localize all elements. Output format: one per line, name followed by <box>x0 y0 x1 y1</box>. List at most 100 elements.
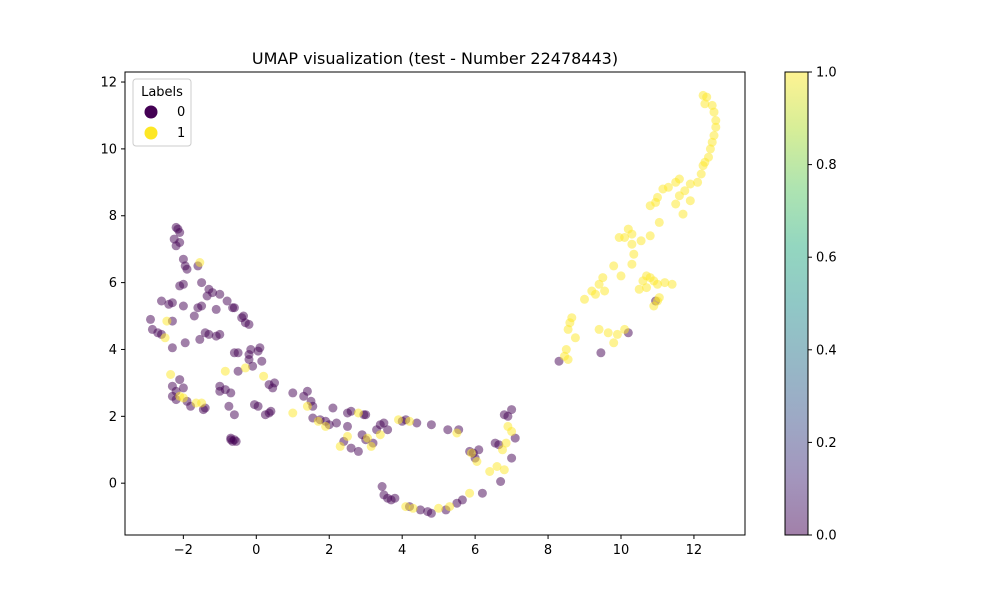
point-label-0-113 <box>377 482 387 491</box>
point-label-0-94 <box>346 406 356 416</box>
point-label-0-41 <box>195 334 205 344</box>
point-label-1-83 <box>313 416 323 426</box>
point-label-1-49 <box>570 333 580 343</box>
point-label-1-72 <box>166 370 176 379</box>
legend: Labels 0 1 <box>132 78 192 147</box>
point-label-1-38 <box>616 271 626 281</box>
point-label-1-36 <box>629 249 639 259</box>
y-tick-label: 4 <box>109 343 117 358</box>
point-label-1-85 <box>343 431 352 441</box>
point-label-0-108 <box>379 418 389 428</box>
point-label-0-43 <box>215 329 225 339</box>
x-tick-label: 8 <box>544 543 552 558</box>
colorbar-tick-label: 0.0 <box>816 529 837 544</box>
point-label-0-52 <box>233 366 243 376</box>
x-tick-label: 4 <box>398 543 406 558</box>
point-label-1-39 <box>609 261 619 271</box>
point-label-1-33 <box>623 224 633 234</box>
point-label-0-5 <box>171 241 181 251</box>
y-tick-label: 0 <box>109 477 117 492</box>
point-label-1-62 <box>660 278 670 288</box>
x-axis: −2 0 2 4 6 8 10 12 <box>174 535 702 558</box>
point-label-1-30 <box>636 236 646 246</box>
point-label-0-23 <box>164 299 174 309</box>
point-label-0-32 <box>146 314 155 324</box>
point-label-1-74 <box>178 393 188 403</box>
point-label-0-8 <box>180 261 190 271</box>
point-label-0-21 <box>178 301 188 311</box>
y-tick-label: 8 <box>109 209 117 224</box>
x-tick-label: −2 <box>174 543 193 558</box>
point-label-1-105 <box>501 438 511 448</box>
point-label-0-129 <box>474 445 484 455</box>
point-label-0-77 <box>270 378 279 388</box>
point-label-1-13 <box>696 169 706 179</box>
point-label-1-50 <box>594 324 604 334</box>
point-label-0-85 <box>302 386 312 396</box>
point-label-1-4 <box>709 107 719 117</box>
point-label-0-141 <box>596 348 606 358</box>
point-label-1-66 <box>653 296 662 306</box>
point-label-1-96 <box>445 502 455 512</box>
legend-label-0: 0 <box>177 105 185 120</box>
point-label-0-55 <box>175 375 185 385</box>
point-label-0-15 <box>222 296 232 306</box>
point-label-1-61 <box>653 279 662 289</box>
point-label-1-28 <box>654 217 664 227</box>
point-label-1-88 <box>363 433 372 443</box>
point-label-0-136 <box>503 411 513 421</box>
point-label-1-29 <box>645 231 655 241</box>
point-label-1-57 <box>563 355 573 364</box>
y-tick-label: 2 <box>109 410 117 425</box>
point-label-0-131 <box>477 488 487 498</box>
x-tick-label: 6 <box>471 543 479 558</box>
point-label-1-71 <box>160 333 170 343</box>
point-label-0-139 <box>510 433 520 443</box>
point-label-1-25 <box>658 184 668 194</box>
point-label-1-52 <box>612 329 622 339</box>
point-label-1-15 <box>685 179 695 189</box>
point-label-1-40 <box>598 273 608 283</box>
point-label-0-45 <box>233 348 243 358</box>
point-label-1-51 <box>603 328 613 338</box>
point-label-0-53 <box>248 361 258 371</box>
point-label-1-45 <box>580 294 589 304</box>
point-label-1-41 <box>594 279 604 289</box>
point-label-0-51 <box>257 356 267 366</box>
point-label-1-42 <box>600 286 610 296</box>
point-label-1-2 <box>700 99 710 109</box>
point-label-0-134 <box>496 477 506 486</box>
point-label-0-124 <box>457 495 467 505</box>
point-label-1-63 <box>667 279 677 289</box>
point-label-0-31 <box>178 279 188 289</box>
x-tick-label: 10 <box>613 543 630 558</box>
point-label-1-80 <box>259 371 269 381</box>
point-label-1-100 <box>472 457 482 466</box>
point-label-1-18 <box>671 199 681 209</box>
point-label-1-89 <box>366 441 376 451</box>
point-label-0-29 <box>189 311 199 321</box>
point-label-0-74 <box>266 406 276 416</box>
colorbar <box>784 71 809 536</box>
point-label-1-54 <box>620 324 630 334</box>
point-label-1-97 <box>465 488 475 498</box>
x-tick-label: 0 <box>252 543 260 558</box>
point-label-1-76 <box>197 398 207 408</box>
point-label-0-20 <box>197 301 207 311</box>
point-label-0-13 <box>215 289 225 299</box>
y-tick-label: 10 <box>100 142 117 157</box>
x-tick-label: 12 <box>686 543 703 558</box>
point-label-0-28 <box>244 319 254 329</box>
point-label-1-17 <box>674 191 684 201</box>
point-label-1-86 <box>335 441 345 451</box>
point-label-0-83 <box>288 388 298 398</box>
point-label-1-67 <box>642 283 651 293</box>
point-label-1-77 <box>195 258 205 267</box>
point-label-1-27 <box>645 201 655 211</box>
chart-title: UMAP visualization (test - Number 224784… <box>252 49 618 68</box>
point-label-0-24 <box>157 296 166 306</box>
point-label-1-5 <box>711 116 721 125</box>
point-label-1-69 <box>634 284 644 294</box>
point-label-1-35 <box>614 233 624 242</box>
